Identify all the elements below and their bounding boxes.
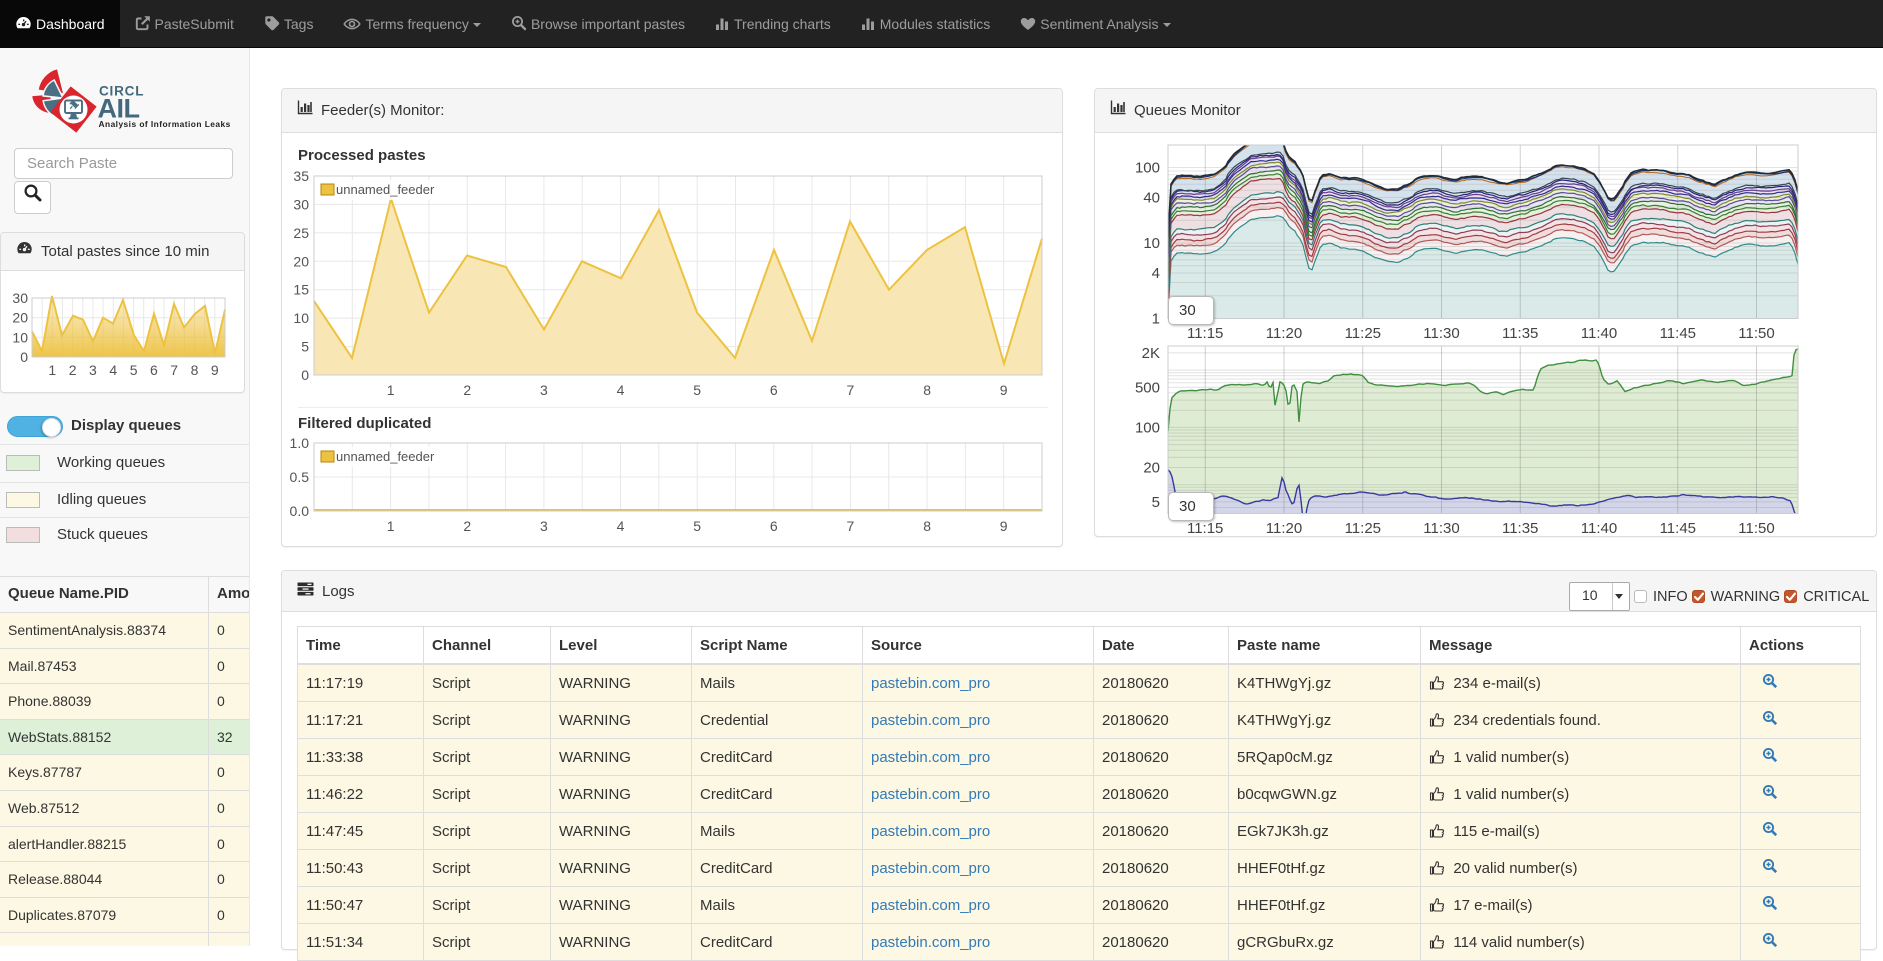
svg-text:1: 1 bbox=[1152, 311, 1160, 328]
svg-text:11:50: 11:50 bbox=[1738, 520, 1774, 537]
svg-text:11:45: 11:45 bbox=[1660, 325, 1696, 342]
svg-text:15: 15 bbox=[293, 282, 309, 298]
svg-text:40: 40 bbox=[1143, 190, 1160, 207]
svg-text:11:45: 11:45 bbox=[1660, 520, 1696, 537]
svg-text:1: 1 bbox=[387, 518, 395, 534]
svg-text:0: 0 bbox=[20, 349, 28, 365]
svg-text:30: 30 bbox=[12, 290, 28, 306]
svg-text:20: 20 bbox=[12, 310, 28, 326]
svg-text:4: 4 bbox=[109, 362, 117, 378]
svg-text:7: 7 bbox=[847, 382, 855, 398]
svg-text:2: 2 bbox=[463, 382, 471, 398]
svg-text:Analysis of Information Leaks: Analysis of Information Leaks bbox=[99, 119, 231, 129]
svg-text:11:40: 11:40 bbox=[1581, 325, 1617, 342]
svg-text:5: 5 bbox=[693, 518, 701, 534]
svg-text:0.0: 0.0 bbox=[290, 503, 310, 519]
svg-text:2: 2 bbox=[463, 518, 471, 534]
svg-text:2: 2 bbox=[69, 362, 77, 378]
svg-text:1.0: 1.0 bbox=[290, 437, 310, 451]
svg-text:30: 30 bbox=[293, 196, 309, 212]
svg-text:5: 5 bbox=[301, 339, 309, 355]
svg-text:11:25: 11:25 bbox=[1345, 520, 1381, 537]
svg-text:9: 9 bbox=[1000, 518, 1008, 534]
svg-text:8: 8 bbox=[923, 518, 931, 534]
svg-text:9: 9 bbox=[211, 362, 219, 378]
svg-text:11:25: 11:25 bbox=[1345, 325, 1381, 342]
svg-text:11:15: 11:15 bbox=[1187, 325, 1223, 342]
svg-text:4: 4 bbox=[1152, 265, 1160, 282]
svg-text:CIRCL: CIRCL bbox=[99, 84, 144, 99]
svg-text:35: 35 bbox=[293, 168, 309, 184]
svg-text:4: 4 bbox=[617, 518, 625, 534]
svg-text:6: 6 bbox=[770, 382, 778, 398]
svg-text:100: 100 bbox=[1135, 160, 1160, 177]
svg-text:0: 0 bbox=[301, 367, 309, 383]
svg-text:unnamed_feeder: unnamed_feeder bbox=[336, 449, 435, 464]
svg-text:2K: 2K bbox=[1142, 345, 1160, 362]
svg-text:3: 3 bbox=[540, 382, 548, 398]
svg-text:11:30: 11:30 bbox=[1423, 325, 1459, 342]
svg-text:10: 10 bbox=[12, 329, 28, 345]
svg-text:11:50: 11:50 bbox=[1738, 325, 1774, 342]
svg-text:8: 8 bbox=[191, 362, 199, 378]
svg-text:9: 9 bbox=[1000, 382, 1008, 398]
svg-text:AIL: AIL bbox=[98, 94, 140, 124]
svg-text:8: 8 bbox=[923, 382, 931, 398]
svg-text:11:40: 11:40 bbox=[1581, 520, 1617, 537]
svg-text:11:20: 11:20 bbox=[1266, 325, 1302, 342]
svg-text:5: 5 bbox=[693, 382, 701, 398]
svg-text:5: 5 bbox=[130, 362, 138, 378]
svg-text:11:20: 11:20 bbox=[1266, 520, 1302, 537]
svg-text:11:35: 11:35 bbox=[1502, 325, 1538, 342]
svg-text:unnamed_feeder: unnamed_feeder bbox=[336, 182, 435, 197]
svg-text:1: 1 bbox=[387, 382, 395, 398]
svg-text:6: 6 bbox=[150, 362, 158, 378]
svg-text:100: 100 bbox=[1135, 419, 1160, 436]
svg-text:4: 4 bbox=[617, 382, 625, 398]
svg-text:25: 25 bbox=[293, 225, 309, 241]
svg-text:0.5: 0.5 bbox=[290, 469, 310, 485]
svg-text:7: 7 bbox=[847, 518, 855, 534]
svg-text:20: 20 bbox=[293, 253, 309, 269]
svg-text:20: 20 bbox=[1143, 460, 1160, 477]
svg-text:6: 6 bbox=[770, 518, 778, 534]
svg-text:11:30: 11:30 bbox=[1423, 520, 1459, 537]
svg-text:3: 3 bbox=[89, 362, 97, 378]
svg-text:5: 5 bbox=[1152, 494, 1160, 511]
svg-text:10: 10 bbox=[1143, 235, 1160, 252]
svg-text:500: 500 bbox=[1135, 379, 1160, 396]
svg-text:3: 3 bbox=[540, 518, 548, 534]
svg-text:10: 10 bbox=[293, 310, 309, 326]
svg-text:11:35: 11:35 bbox=[1502, 520, 1538, 537]
svg-text:1: 1 bbox=[48, 362, 56, 378]
svg-text:11:15: 11:15 bbox=[1187, 520, 1223, 537]
svg-text:7: 7 bbox=[170, 362, 178, 378]
